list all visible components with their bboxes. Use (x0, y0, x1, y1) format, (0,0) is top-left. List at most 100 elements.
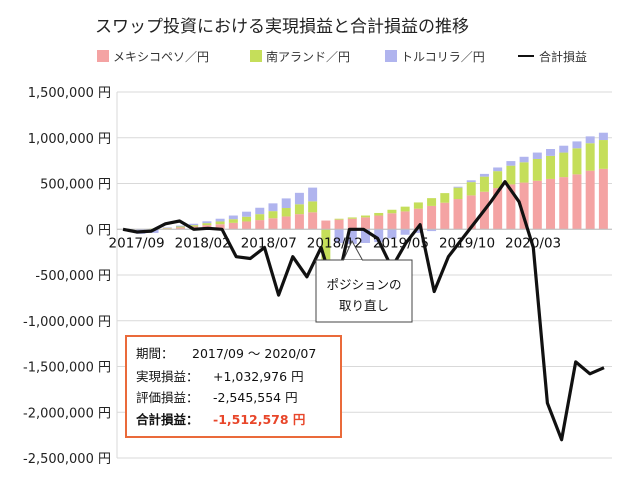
bar-segment (519, 156, 529, 163)
bar-segment (334, 219, 344, 230)
bars (136, 132, 608, 276)
bar-segment (400, 229, 410, 235)
total-value: -1,512,578 円 (213, 412, 305, 427)
bar-segment (453, 187, 463, 200)
bar-segment (374, 215, 384, 230)
bar-segment (506, 184, 516, 230)
legend-label-total: 合計損益 (539, 49, 587, 64)
bar-segment (228, 215, 238, 220)
bar-segment (321, 220, 331, 230)
bar-segment (453, 186, 463, 188)
bar-segment (255, 220, 265, 230)
bar-segment (242, 216, 252, 222)
legend-label-zar: 南アランド／円 (266, 49, 350, 64)
bar-segment (427, 229, 437, 232)
y-tick-label: -500,000 円 (35, 269, 111, 284)
bar-segment (202, 221, 212, 224)
bar-segment (228, 222, 238, 230)
bar-segment (532, 152, 542, 159)
bar-segment (361, 217, 370, 230)
summary-box: 期間： 2017/09 ～ 2020/07 実現損益： +1,032,976 円… (125, 335, 342, 438)
bar-segment (215, 218, 225, 222)
bar-segment (334, 218, 344, 220)
bar-segment (162, 227, 172, 228)
bar-segment (347, 218, 357, 230)
bar-segment (585, 136, 595, 144)
bar-segment (598, 140, 608, 169)
bar-segment (519, 162, 529, 183)
bar-segment (281, 208, 291, 217)
bar-segment (413, 208, 423, 230)
bar-segment (546, 178, 556, 230)
y-tick-label: -2,500,000 円 (23, 452, 111, 467)
bar-segment (559, 145, 569, 153)
bar-segment (308, 187, 318, 202)
bar-segment (347, 229, 357, 244)
bar-segment (321, 229, 331, 260)
callout-box (315, 259, 413, 323)
bar-segment (506, 161, 516, 166)
bar-segment (215, 221, 225, 225)
bar-segment (255, 207, 265, 215)
bar-segment (466, 180, 476, 183)
bar-segment (585, 170, 595, 230)
legend-label-try: トルコリラ／円 (401, 50, 485, 64)
bar-segment (546, 149, 556, 156)
legend: メキシコペソ／円 南アランド／円 トルコリラ／円 合計損益 (97, 49, 587, 64)
bar-segment (175, 225, 185, 227)
bar-segment (387, 213, 397, 230)
callout-line-2: 取り直し (339, 298, 389, 313)
bar-segment (466, 182, 476, 196)
bar-segment (413, 229, 423, 233)
chart-title: スワップ投資における実現損益と合計損益の推移 (95, 17, 469, 37)
bar-segment (215, 224, 225, 230)
bar-segment (440, 193, 450, 203)
bar-segment (400, 211, 410, 230)
realized-label: 実現損益： (136, 369, 199, 384)
bar-segment (519, 182, 529, 230)
bar-segment (598, 168, 608, 230)
x-tick-label: 2017/09 (109, 235, 165, 251)
realized-value: +1,032,976 円 (213, 369, 304, 384)
legend-swatch-mxn (97, 50, 109, 62)
bar-segment (493, 171, 503, 189)
bar-segment (268, 211, 278, 219)
bar-segment (466, 195, 476, 230)
bar-segment (374, 229, 384, 243)
bar-segment (400, 206, 410, 212)
bar-segment (546, 155, 556, 179)
y-axis: 1,500,000 円 1,000,000 円 500,000 円 0 円 -500,0… (23, 86, 111, 467)
bar-segment (532, 158, 542, 181)
bar-segment (202, 223, 212, 226)
y-tick-label: 0 円 (86, 223, 111, 238)
period-label: 期間： (136, 346, 174, 361)
bar-segment (347, 217, 357, 219)
bar-segment (294, 204, 304, 215)
total-label: 合計損益： (136, 412, 199, 427)
bar-segment (228, 219, 238, 223)
bar-segment (294, 192, 304, 205)
y-tick-label: -1,000,000 円 (23, 315, 111, 330)
period-value: 2017/09 ～ 2020/07 (192, 346, 316, 361)
bar-segment (294, 214, 304, 230)
bar-segment (255, 214, 265, 221)
bar-segment (189, 225, 199, 227)
bar-segment (572, 148, 582, 175)
bar-segment (479, 173, 489, 177)
y-tick-label: 1,500,000 円 (28, 86, 111, 101)
x-tick-label: 2019/10 (439, 235, 495, 251)
bar-segment (361, 215, 370, 218)
bar-segment (453, 199, 463, 230)
bar-segment (334, 229, 344, 243)
bar-segment (572, 141, 582, 149)
bar-segment (242, 221, 252, 230)
bar-segment (506, 165, 516, 185)
bar-segment (532, 180, 542, 230)
summary-frame (125, 335, 342, 438)
bar-segment (268, 218, 278, 230)
bar-segment (308, 212, 318, 230)
x-tick-label: 2019/05 (373, 235, 429, 251)
bar-segment (162, 227, 172, 229)
bar-segment (308, 201, 318, 213)
